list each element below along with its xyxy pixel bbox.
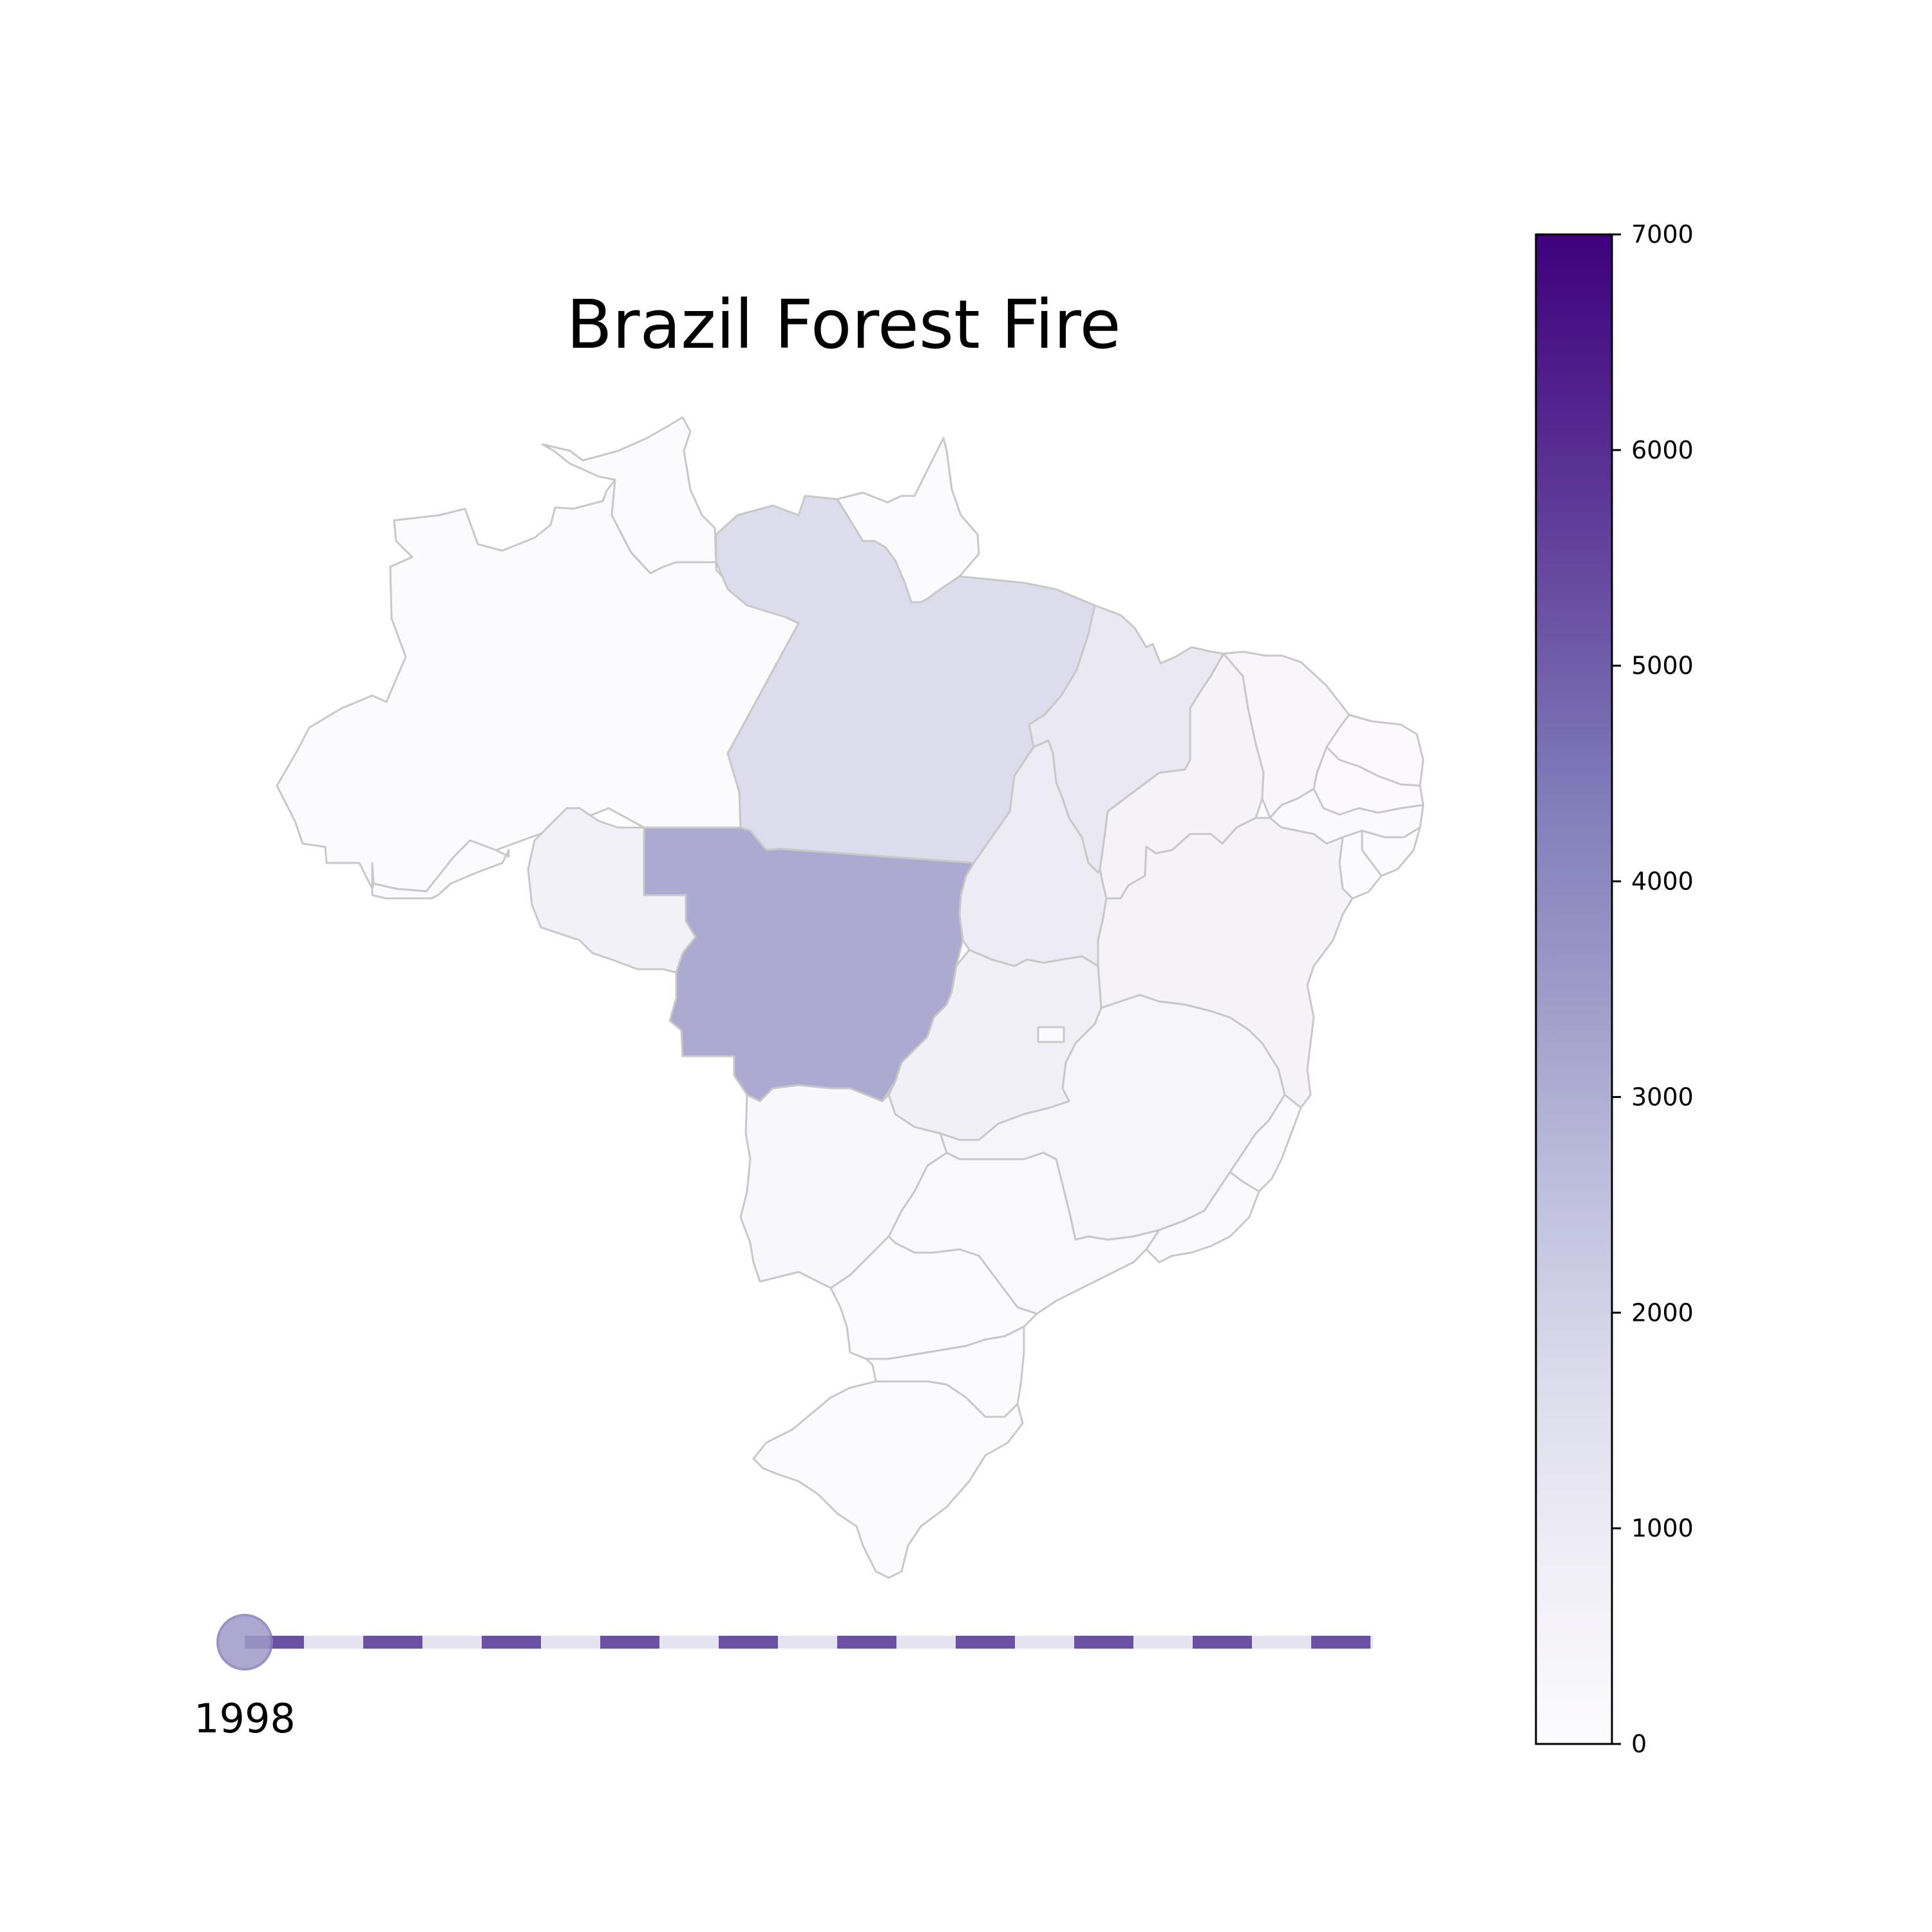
brazil-map [276, 416, 1425, 1579]
state-df [1037, 1026, 1065, 1043]
state-am [276, 478, 800, 893]
timeline-segment[interactable] [719, 1636, 778, 1649]
map-title: Brazil Forest Fire [566, 285, 1121, 364]
year-label: 1998 [194, 1695, 296, 1742]
colorbar-tick-label: 4000 [1631, 867, 1694, 896]
timeline-segment[interactable] [600, 1636, 659, 1649]
colorbar-tick-label: 1000 [1631, 1514, 1694, 1542]
timeline-segment[interactable] [1193, 1636, 1252, 1649]
colorbar-tick-label: 7000 [1631, 220, 1694, 249]
colorbar-tick-label: 3000 [1631, 1083, 1694, 1111]
timeline-segment[interactable] [837, 1636, 896, 1649]
timeline-segment[interactable] [1370, 1636, 1373, 1649]
colorbar-tick-label: 5000 [1631, 652, 1694, 680]
state-rr [541, 416, 717, 574]
timeline-segment[interactable] [956, 1636, 1015, 1649]
colorbar-tick-label: 2000 [1631, 1298, 1694, 1327]
timeline-segment[interactable] [1133, 1636, 1193, 1649]
timeline-segment[interactable] [541, 1636, 600, 1649]
state-rs [752, 1380, 1024, 1579]
colorbar-ticks: 0 1000 2000 3000 4000 5000 6000 7000 [1612, 220, 1694, 1758]
timeline-slider[interactable]: 1998 [194, 1614, 1373, 1742]
timeline-handle[interactable] [216, 1614, 273, 1671]
timeline-segment[interactable] [1015, 1636, 1074, 1649]
colorbar: 0 1000 2000 3000 4000 5000 6000 7000 [1535, 220, 1694, 1758]
timeline-segment[interactable] [363, 1636, 422, 1649]
timeline-segment[interactable] [778, 1636, 837, 1649]
timeline-segment[interactable] [659, 1636, 719, 1649]
timeline-segment[interactable] [422, 1636, 482, 1649]
state-ms [739, 1084, 948, 1289]
timeline-segment[interactable] [1252, 1636, 1311, 1649]
timeline-segment[interactable] [1074, 1636, 1133, 1649]
timeline-segment[interactable] [304, 1636, 363, 1649]
colorbar-gradient [1535, 233, 1613, 1745]
timeline-segment[interactable] [1311, 1636, 1370, 1649]
state-ac [371, 839, 510, 900]
timeline-segment[interactable] [896, 1636, 956, 1649]
timeline-segment[interactable] [482, 1636, 541, 1649]
colorbar-tick-label: 0 [1631, 1730, 1647, 1758]
timeline-track[interactable] [245, 1636, 1373, 1649]
colorbar-tick-label: 6000 [1631, 436, 1694, 464]
